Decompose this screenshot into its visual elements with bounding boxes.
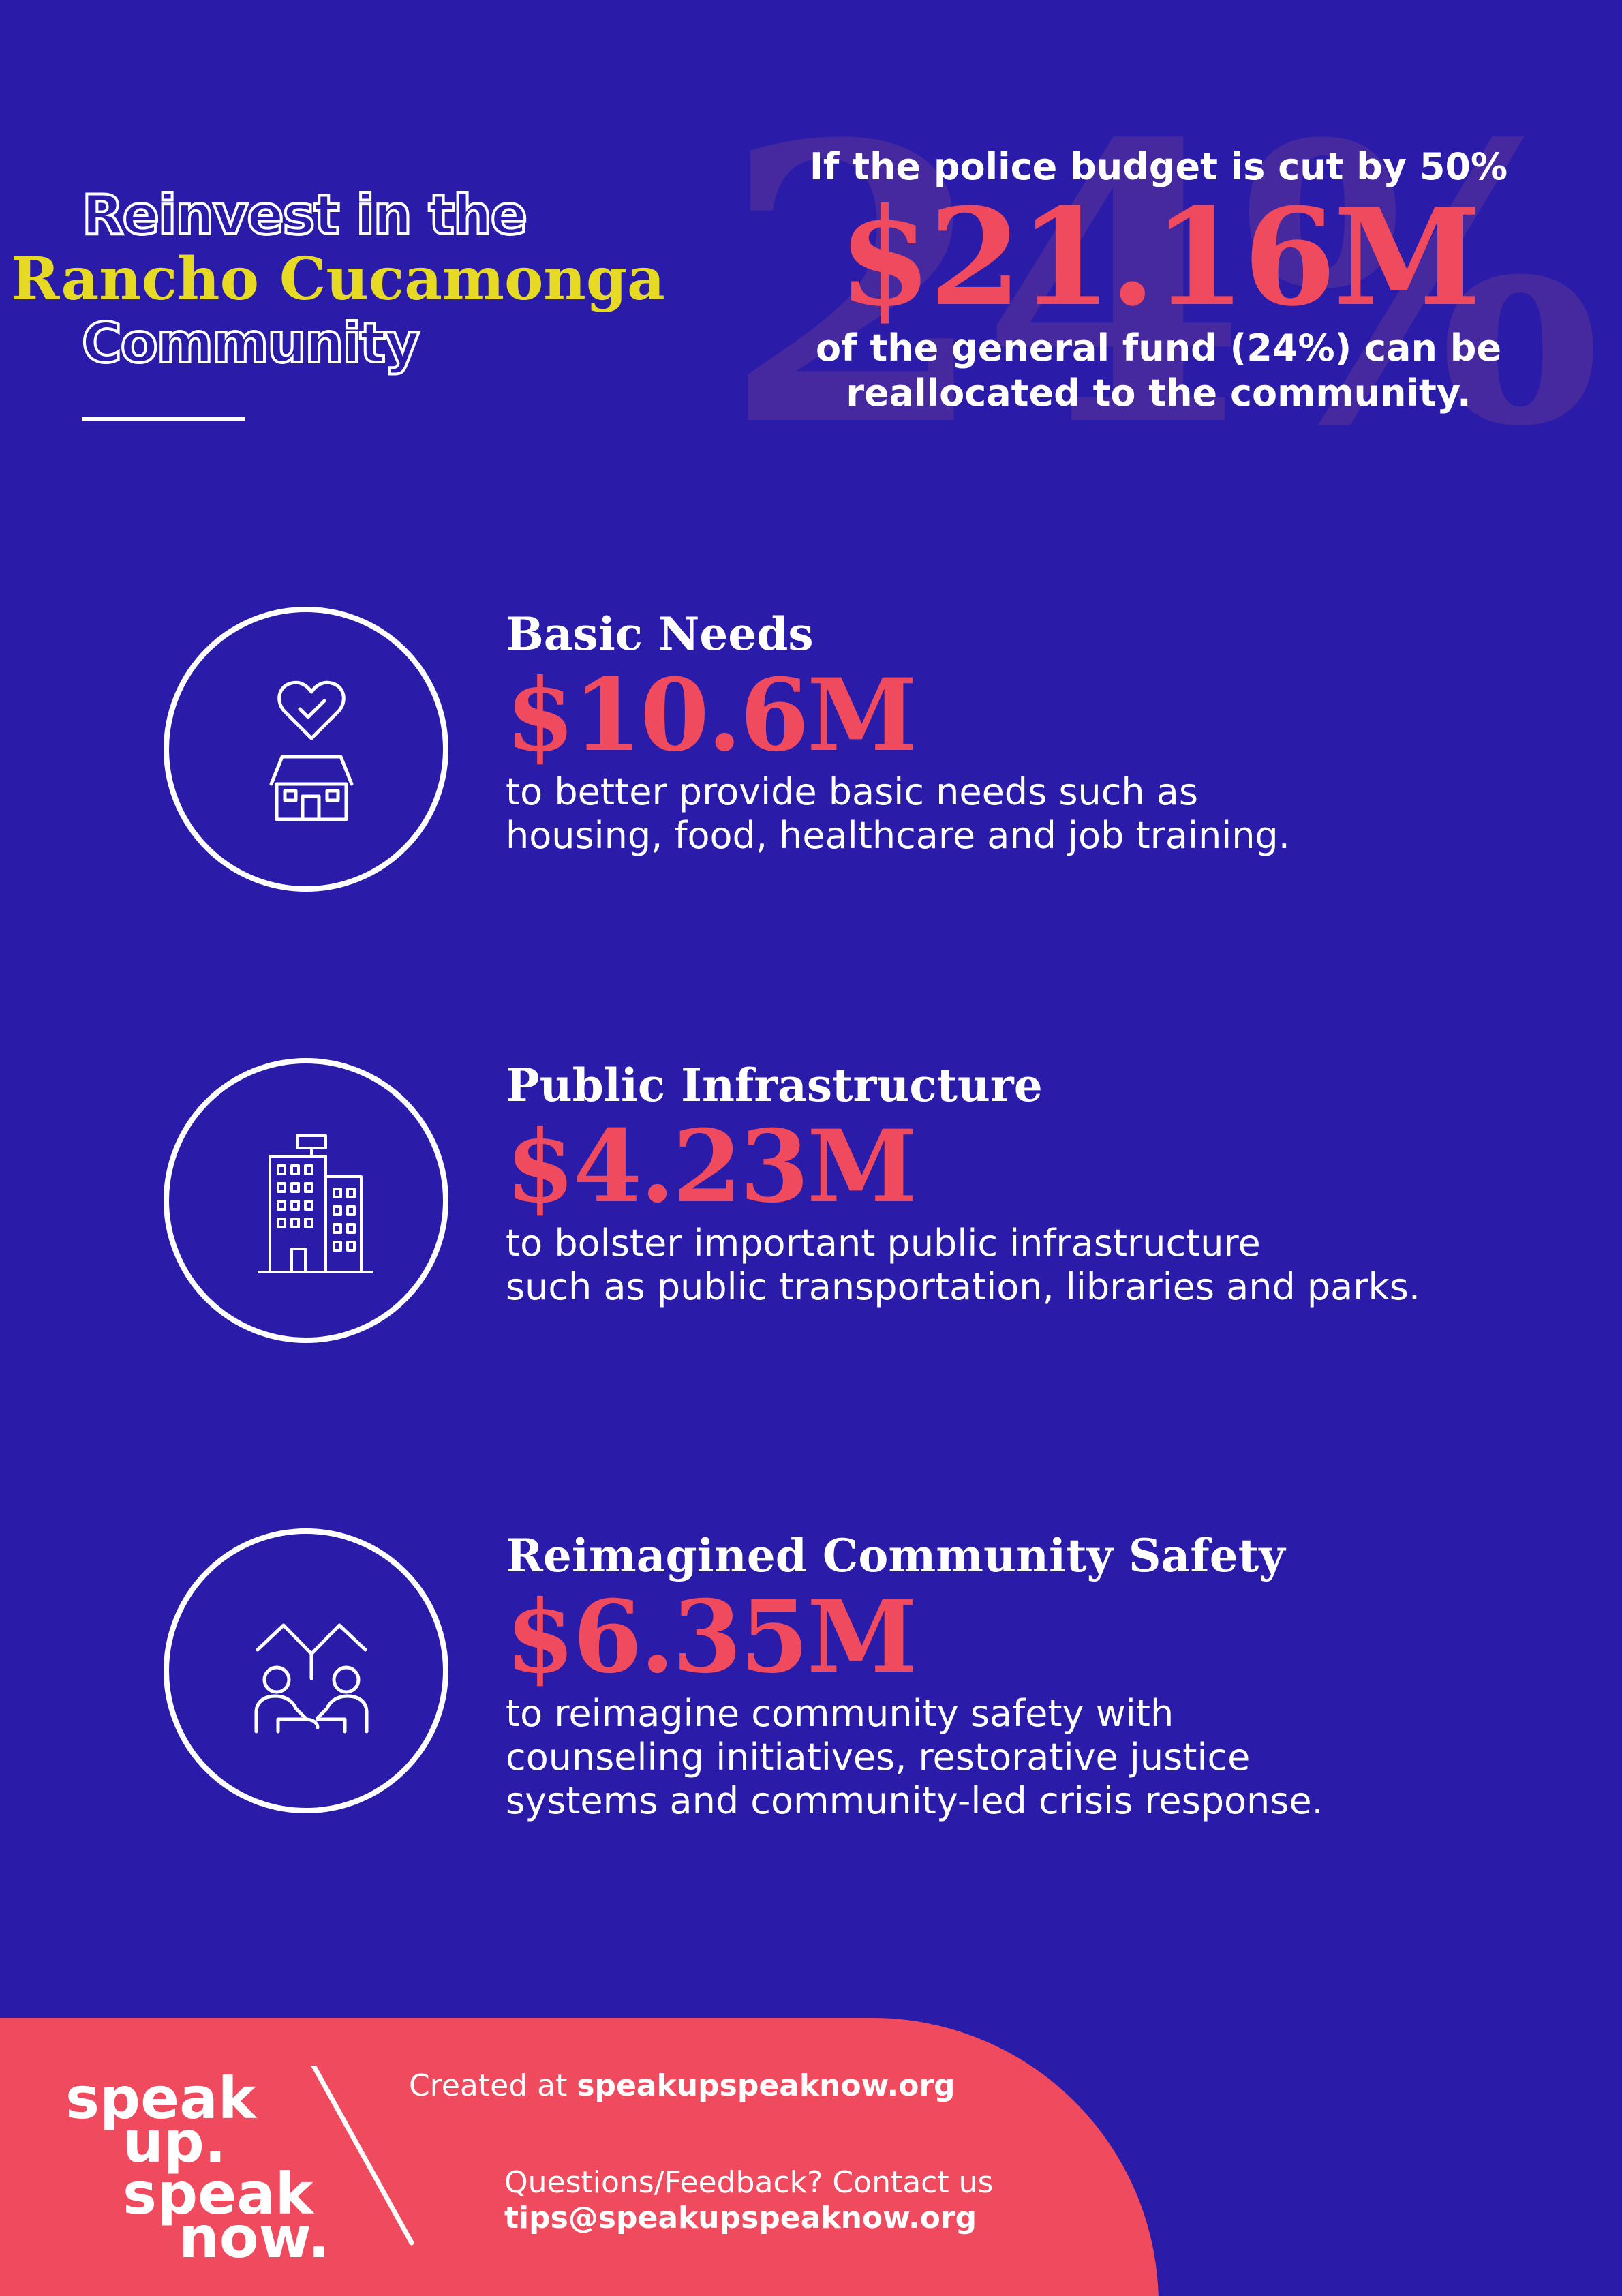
community-people-icon: [254, 1623, 369, 1734]
logo-word-speak: speak: [65, 2065, 256, 2132]
footer-created-at: Created at speakupspeaknow.org: [409, 2068, 955, 2103]
title-line-1: Reinvest in the: [80, 183, 529, 248]
category-basic-needs: Basic Needs $10.6M to better provide bas…: [0, 607, 1622, 907]
category-desc-line: to reimagine community safety with: [506, 1692, 1174, 1735]
category-icon-circle: [164, 1058, 448, 1343]
category-title: Public Infrastructure: [506, 1059, 1043, 1112]
footer-panel: [0, 2018, 1159, 2296]
category-desc-line: counseling initiatives, restorative just…: [506, 1736, 1251, 1779]
category-text: Public Infrastructure $4.23M to bolster …: [506, 1058, 1596, 1309]
category-icon-circle: [164, 607, 448, 892]
watermark-percent: 24%: [722, 62, 1602, 511]
category-text: Reimagined Community Safety $6.35M to re…: [506, 1528, 1596, 1823]
category-public-infrastructure: Public Infrastructure $4.23M to bolster …: [0, 1058, 1622, 1358]
logo-word-now: now.: [179, 2204, 330, 2271]
footer-site-link[interactable]: speakupspeaknow.org: [577, 2068, 955, 2103]
footer-questions: Questions/Feedback? Contact us: [504, 2165, 994, 2200]
logo-word-speak: speak: [123, 2160, 313, 2227]
category-amount: $4.23M: [506, 1108, 917, 1225]
category-title: Reimagined Community Safety: [506, 1529, 1285, 1582]
heart-house-icon: [269, 680, 354, 821]
category-desc-line: housing, food, healthcare and job traini…: [506, 814, 1290, 857]
headline-block: If the police budget is cut by 50% $21.1…: [763, 145, 1554, 416]
buildings-icon: [258, 1134, 373, 1273]
category-desc-line: to bolster important public infrastructu…: [506, 1222, 1261, 1265]
category-icon-circle: [164, 1528, 448, 1813]
footer-created-prefix: Created at: [409, 2068, 577, 2103]
category-amount: $6.35M: [506, 1579, 917, 1695]
category-amount: $10.6M: [506, 657, 917, 774]
category-community-safety: Reimagined Community Safety $6.35M to re…: [0, 1528, 1622, 1828]
title-block: Reinvest in the Rancho Cucamonga Communi…: [11, 183, 761, 376]
title-city: Rancho Cucamonga: [11, 245, 665, 314]
category-text: Basic Needs $10.6M to better provide bas…: [506, 607, 1596, 858]
category-title: Basic Needs: [506, 607, 814, 661]
title-underline-divider: [82, 417, 245, 421]
footer-email-link[interactable]: tips@speakupspeaknow.org: [504, 2201, 977, 2235]
category-desc-line: such as public transportation, libraries…: [506, 1265, 1421, 1308]
category-desc-line: systems and community-led crisis respons…: [506, 1779, 1323, 1822]
category-desc-line: to better provide basic needs such as: [506, 770, 1199, 813]
headline-sub-line-1: of the general fund (24%) can be: [815, 327, 1501, 369]
headline-amount: $21.16M: [838, 179, 1481, 336]
logo-word-up: up.: [123, 2109, 226, 2175]
title-line-3: Community: [80, 311, 421, 376]
headline-lead: If the police budget is cut by 50%: [809, 145, 1508, 188]
footer-slash-divider: [311, 2066, 414, 2246]
headline-sub-line-2: reallocated to the community.: [846, 372, 1471, 414]
